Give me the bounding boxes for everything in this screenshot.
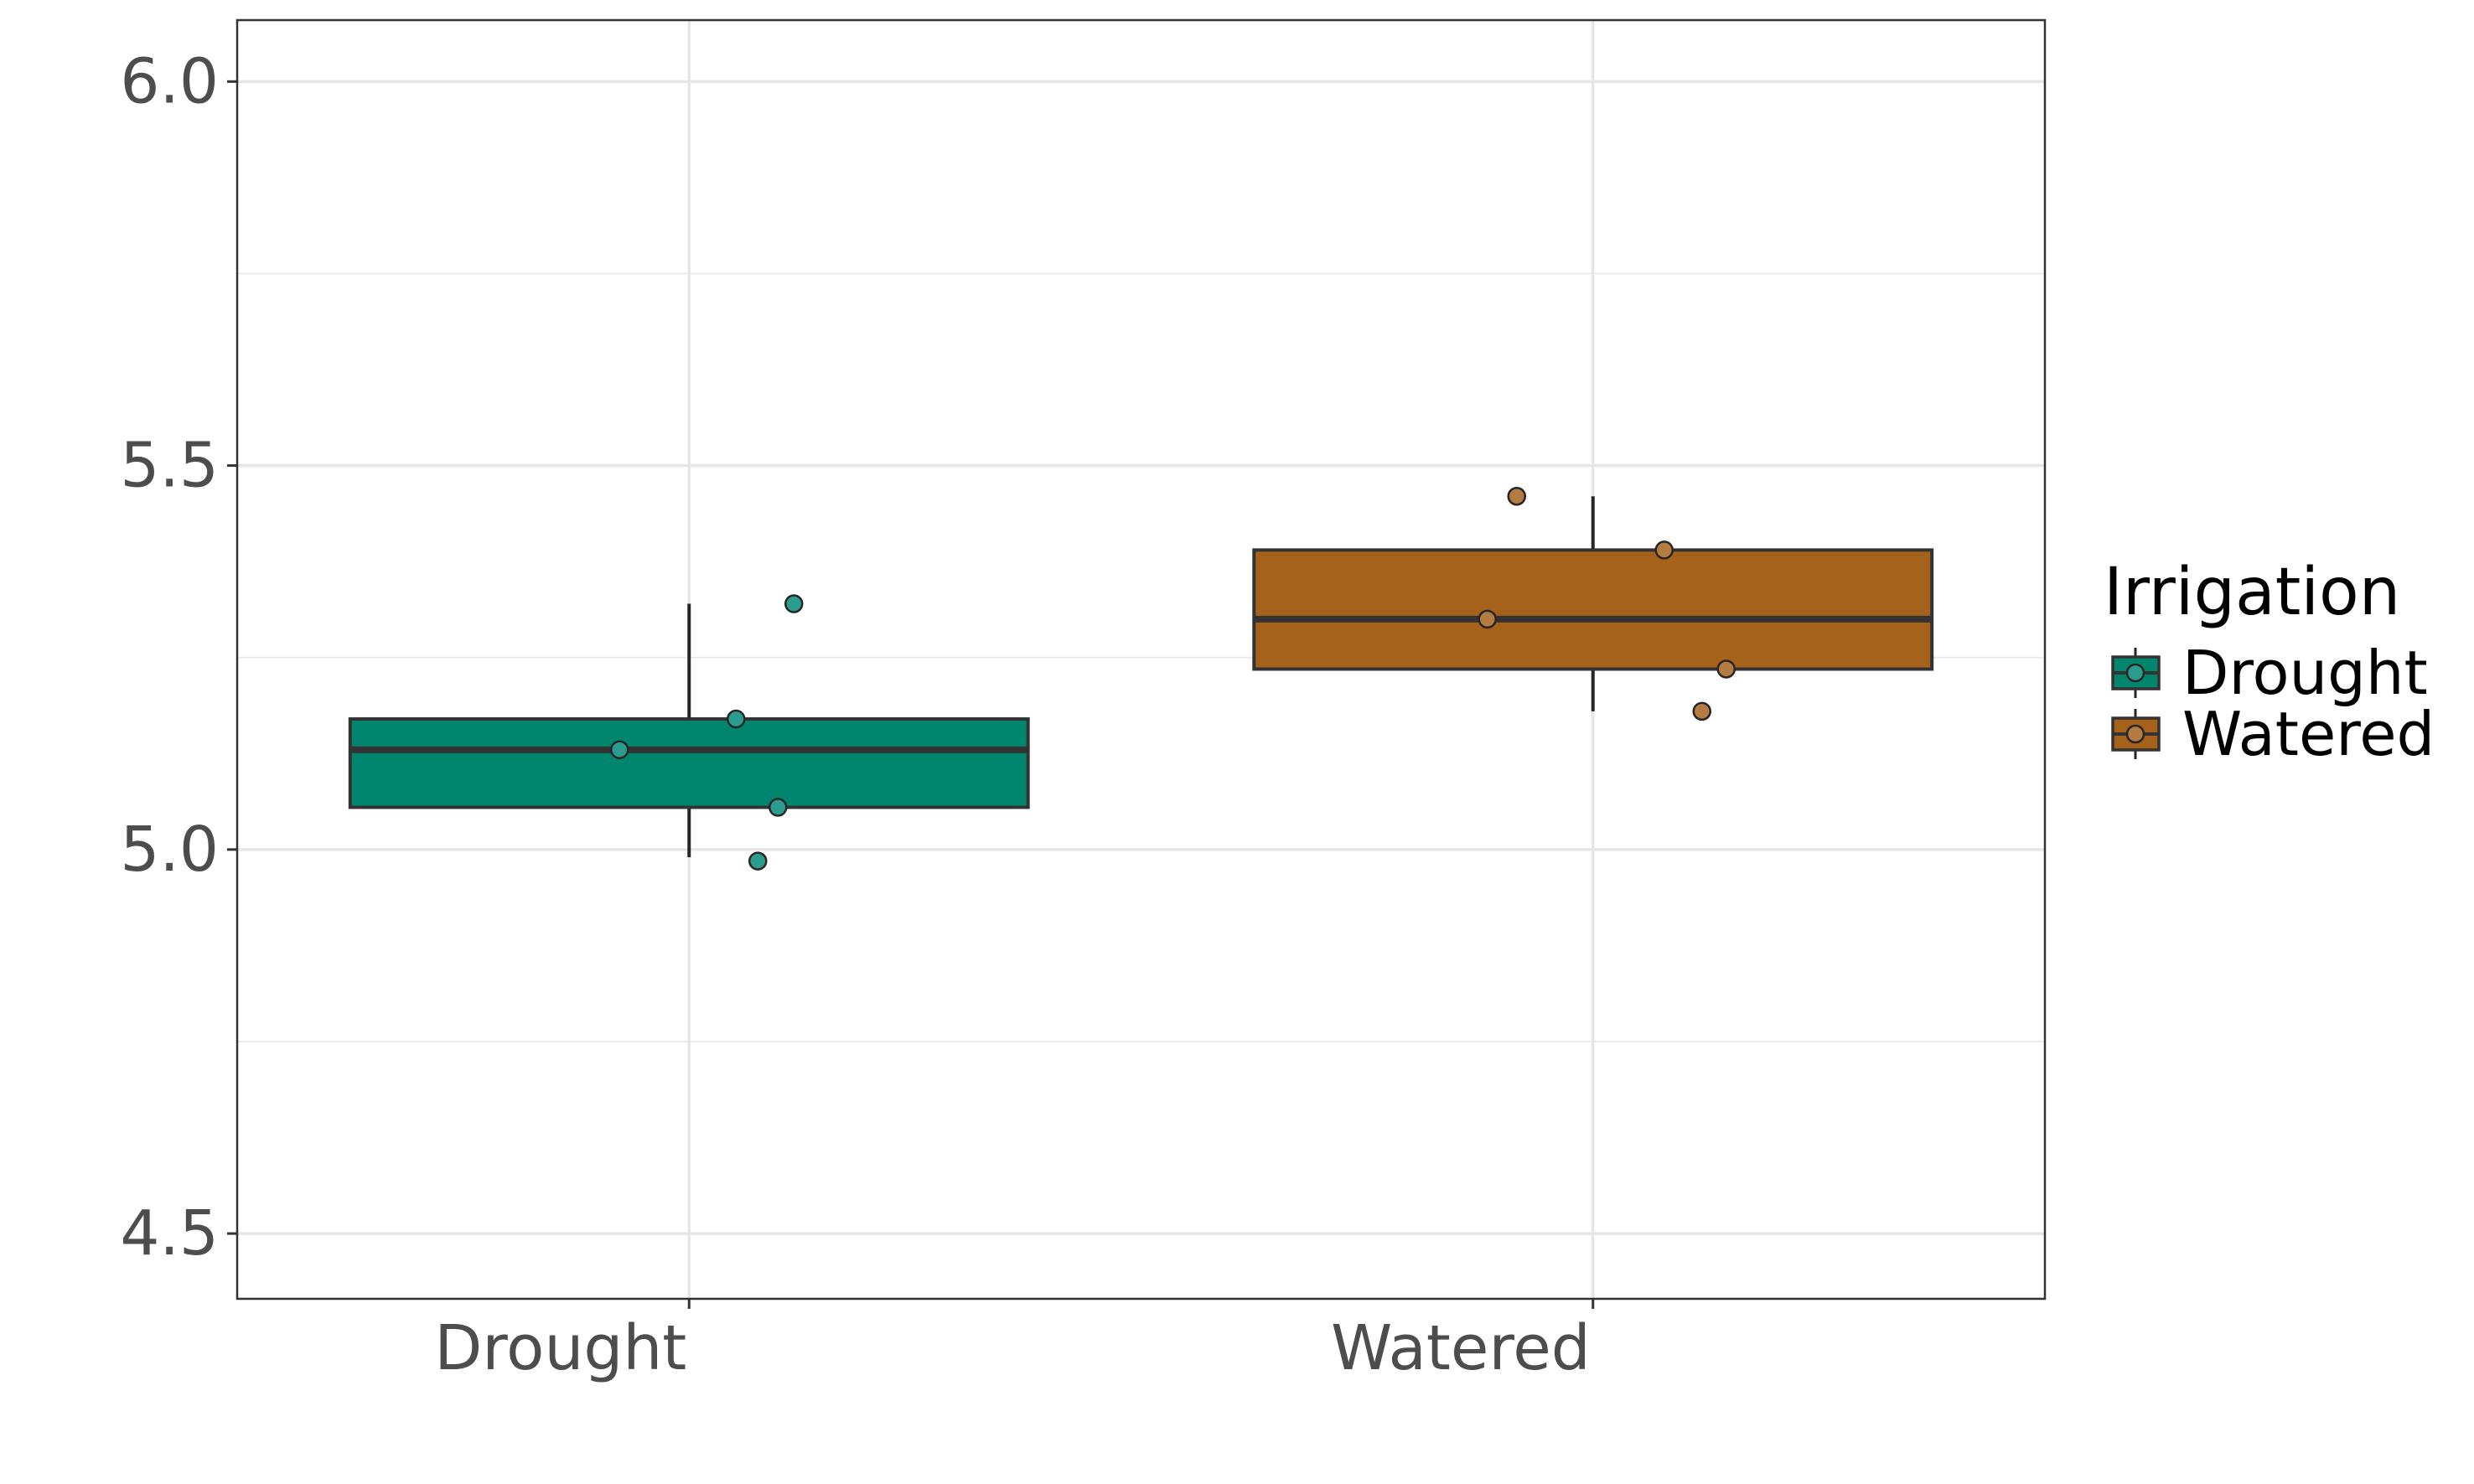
legend-item-watered: Watered	[2111, 699, 2435, 769]
box-watered	[1252, 496, 1934, 711]
data-point	[1507, 486, 1526, 506]
data-point	[1654, 540, 1674, 560]
y-tick-label: 4.5	[120, 1197, 219, 1269]
box-iqr	[348, 717, 1030, 809]
data-point	[1692, 701, 1711, 721]
box-iqr	[1252, 548, 1934, 671]
boxes-layer	[348, 496, 1934, 858]
x-tick-label: Drought	[434, 1312, 686, 1384]
data-point	[769, 798, 788, 817]
panel-border	[235, 18, 2047, 1300]
legend-title: Irrigation	[2104, 555, 2400, 630]
data-point	[748, 851, 768, 871]
y-tick-label: 5.0	[120, 814, 219, 886]
data-point	[610, 740, 629, 759]
legend-key-point	[2125, 724, 2145, 744]
data-point	[727, 709, 746, 729]
data-point	[1478, 609, 1497, 629]
y-tick-label: 5.5	[120, 430, 219, 502]
points-layer	[610, 486, 1736, 871]
major-gridlines	[237, 20, 2045, 1299]
legend-key-point	[2125, 663, 2145, 683]
axes-layer: 4.5 5.0 5.5 6.0 Drought Watered	[120, 45, 1595, 1384]
x-tick-label: Watered	[1331, 1312, 1591, 1384]
data-point	[784, 594, 804, 613]
legend-label: Watered	[2182, 699, 2435, 769]
legend-label: Drought	[2182, 638, 2428, 708]
y-tick-label: 6.0	[120, 45, 219, 117]
box-drought	[348, 603, 1030, 858]
data-point	[1716, 659, 1736, 679]
legend-item-drought: Drought	[2111, 638, 2428, 708]
